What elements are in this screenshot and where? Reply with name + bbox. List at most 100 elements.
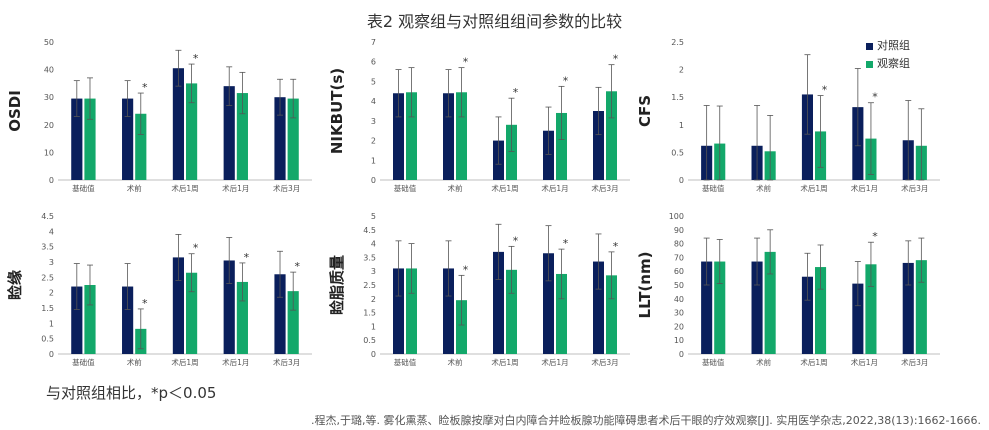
x-tick-label: 术后1周 bbox=[491, 183, 518, 193]
significance-star: * bbox=[142, 297, 148, 310]
bar-control bbox=[801, 94, 813, 180]
bar-observation bbox=[865, 264, 877, 354]
page-title: 表2 观察组与对照组组间参数的比较 bbox=[366, 12, 623, 31]
y-tick-label: 0.5 bbox=[41, 335, 54, 344]
x-tick-label: 术后1周 bbox=[800, 357, 827, 367]
x-tick-label: 术后3月 bbox=[901, 183, 928, 193]
y-tick-label: 3.5 bbox=[363, 253, 376, 262]
bar-control bbox=[122, 98, 134, 180]
bar-control bbox=[71, 286, 83, 354]
y-tick-label: 50 bbox=[674, 281, 684, 290]
y-tick-label: 10 bbox=[44, 148, 54, 157]
y-tick-label: 0 bbox=[371, 176, 376, 185]
x-tick-label: 术后3月 bbox=[591, 183, 618, 193]
y-tick-label: 5 bbox=[371, 212, 376, 221]
x-tick-label: 基础值 bbox=[394, 357, 417, 367]
y-tick-label: 0.5 bbox=[363, 336, 376, 345]
x-tick-label: 术前 bbox=[127, 183, 142, 193]
significance-star: * bbox=[193, 242, 199, 255]
bar-control bbox=[852, 283, 864, 354]
y-tick-label: 3.5 bbox=[41, 243, 54, 252]
significance-star: * bbox=[193, 52, 199, 65]
bar-control bbox=[274, 97, 286, 180]
y-tick-label: 3 bbox=[371, 117, 376, 126]
x-tick-label: 基础值 bbox=[702, 357, 725, 367]
y-tick-label: 20 bbox=[44, 121, 54, 130]
y-tick-label: 1 bbox=[371, 322, 376, 331]
bar-observation bbox=[84, 285, 96, 354]
bar-control bbox=[172, 68, 184, 180]
bar-observation bbox=[556, 273, 567, 354]
y-axis-label: NIKBUT(s) bbox=[328, 68, 346, 154]
y-axis-label: 睑脂质量 bbox=[328, 255, 346, 315]
significance-star: * bbox=[613, 53, 619, 66]
chart-llt: 0 10 20 30 40 50 60 70 80 90 100 LLT(nm) 基础值 术前 术后1周 术后… bbox=[636, 212, 940, 367]
x-tick-label: 术后1月 bbox=[851, 183, 878, 193]
y-tick-label: 20 bbox=[674, 322, 684, 331]
x-tick-label: 基础值 bbox=[72, 183, 95, 193]
chart-nikbut: 0 1 2 3 4 5 6 7 NIKBUT(s) 基础值 术前 * 术后1周 * 术后1月 * 术后3月 * bbox=[328, 38, 630, 193]
significance-star: * bbox=[142, 81, 148, 94]
significance-star: * bbox=[613, 240, 619, 253]
y-tick-label: 30 bbox=[44, 93, 54, 102]
chart-cfs: 0 0.5 1 1.5 2 2.5 CFS 基础值 术前 术后1周 * 术后1月 * 术后3月 bbox=[636, 38, 940, 193]
bar-control bbox=[393, 268, 404, 354]
bar-control bbox=[543, 253, 554, 354]
bar-observation bbox=[456, 92, 467, 180]
bar-observation bbox=[606, 275, 617, 354]
legend-label-observation: 观察组 bbox=[877, 57, 910, 70]
bar-observation bbox=[186, 272, 198, 354]
y-tick-label: 1 bbox=[49, 319, 54, 328]
bar-observation bbox=[84, 98, 96, 180]
bar-control bbox=[701, 261, 713, 354]
x-tick-label: 术后1周 bbox=[491, 357, 518, 367]
significance-star: * bbox=[463, 56, 469, 69]
y-axis-label: 睑缘 bbox=[6, 270, 24, 300]
x-tick-label: 基础值 bbox=[72, 357, 95, 367]
y-axis-label: LLT(nm) bbox=[636, 252, 654, 319]
y-tick-label: 0.5 bbox=[671, 148, 684, 157]
y-tick-label: 0 bbox=[49, 176, 54, 185]
bar-control bbox=[223, 260, 235, 354]
x-tick-label: 术后1周 bbox=[800, 183, 827, 193]
y-tick-label: 30 bbox=[674, 309, 684, 318]
bar-observation bbox=[456, 300, 467, 354]
significance-star: * bbox=[244, 251, 250, 264]
bar-control bbox=[443, 93, 454, 180]
bar-control bbox=[71, 98, 83, 180]
bar-observation bbox=[506, 269, 517, 354]
legend-item-control: 对照组 bbox=[866, 37, 910, 55]
y-tick-label: 4.5 bbox=[41, 212, 54, 221]
bar-control bbox=[801, 276, 813, 354]
legend-label-control: 对照组 bbox=[877, 39, 910, 52]
x-tick-label: 术前 bbox=[127, 357, 142, 367]
x-tick-label: 术后3月 bbox=[273, 183, 300, 193]
y-tick-label: 2.5 bbox=[671, 38, 684, 47]
bar-observation bbox=[556, 112, 567, 180]
significance-star: * bbox=[463, 263, 469, 276]
y-axis-label: CFS bbox=[636, 95, 654, 127]
y-tick-label: 4 bbox=[371, 240, 376, 249]
y-tick-label: 0 bbox=[679, 176, 684, 185]
bar-control bbox=[543, 130, 554, 180]
significance-star: * bbox=[513, 234, 519, 247]
y-tick-label: 2 bbox=[371, 295, 376, 304]
x-tick-label: 术后3月 bbox=[901, 357, 928, 367]
bar-observation bbox=[714, 261, 726, 354]
y-tick-label: 90 bbox=[674, 226, 684, 235]
significance-star: * bbox=[822, 84, 828, 97]
significance-star: * bbox=[563, 237, 569, 250]
y-tick-label: 4 bbox=[371, 97, 376, 106]
y-tick-label: 1 bbox=[371, 156, 376, 165]
x-tick-label: 术后1月 bbox=[851, 357, 878, 367]
y-axis-label: OSDI bbox=[6, 90, 24, 132]
y-tick-label: 60 bbox=[674, 267, 684, 276]
y-tick-label: 1 bbox=[679, 121, 684, 130]
significance-star: * bbox=[513, 86, 519, 99]
x-tick-label: 术后1周 bbox=[171, 183, 198, 193]
legend-swatch-control bbox=[866, 42, 873, 50]
bar-observation bbox=[815, 267, 827, 354]
bar-control bbox=[902, 262, 914, 354]
